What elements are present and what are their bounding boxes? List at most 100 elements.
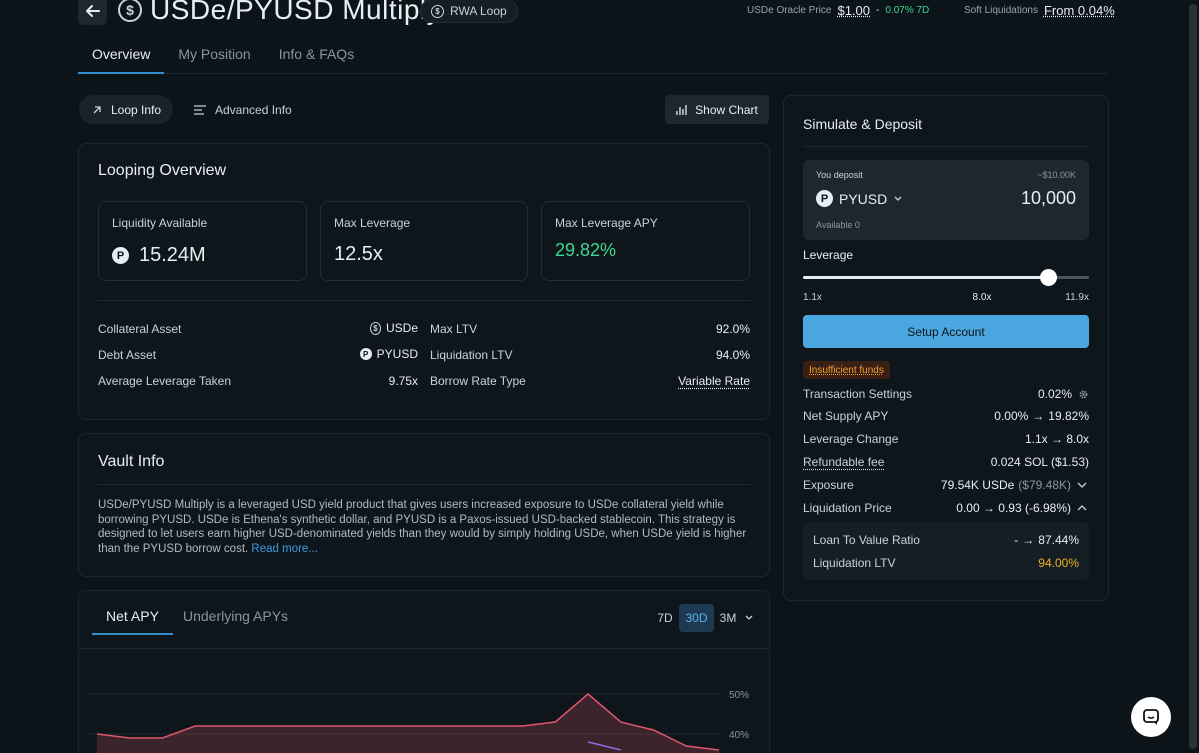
arrow-left-icon [85, 3, 101, 19]
show-chart-button[interactable]: Show Chart [665, 95, 769, 124]
usde-icon: $ [370, 322, 381, 335]
liquidation-ltv-label: Liquidation LTV [430, 348, 513, 362]
usde-logo-icon: $ [118, 0, 142, 22]
liquidation-ltv-value: 94.0% [680, 348, 750, 362]
ltv-details-panel [803, 522, 1089, 580]
loan-to-value-value: - → 87.44% [980, 533, 1079, 547]
oracle-sep: - [876, 5, 879, 16]
divider [98, 300, 750, 301]
main-tabs: Overview My Position Info & FAQs [78, 36, 1107, 74]
range-3m[interactable]: 3M [714, 604, 742, 632]
show-chart-label: Show Chart [695, 103, 758, 117]
divider [98, 484, 750, 485]
usd-icon: $ [431, 5, 444, 18]
tab-net-apy[interactable]: Net APY [92, 598, 173, 635]
chevron-down-icon [1075, 480, 1089, 490]
pyusd-icon: P [360, 348, 372, 360]
y-tick-label: 50% [729, 690, 749, 701]
simulate-title: Simulate & Deposit [803, 116, 922, 132]
chevron-down-icon [893, 195, 903, 203]
page-title: USDe/PYUSD Multiply [150, 0, 441, 26]
chart-icon [676, 104, 688, 116]
advanced-info-label: Advanced Info [215, 103, 292, 117]
arrow-up-right-icon [91, 104, 103, 116]
borrow-rate-type-label: Borrow Rate Type [430, 374, 526, 388]
you-deposit-label: You deposit [816, 170, 863, 180]
collateral-asset-value: $ USDe [370, 321, 418, 335]
scrollbar-thumb[interactable] [1189, 4, 1197, 749]
tab-underlying-apys[interactable]: Underlying APYs [169, 598, 302, 635]
stat-label: Max Leverage APY [555, 216, 658, 230]
loop-info-label: Loop Info [111, 103, 161, 117]
token-label: PYUSD [839, 191, 887, 207]
loop-info-button[interactable]: Loop Info [79, 95, 173, 124]
oracle-change: 0.07% 7D [885, 5, 929, 16]
soft-liq-value[interactable]: From 0.04% [1044, 3, 1115, 18]
borrow-rate-type-value[interactable]: Variable Rate [660, 374, 750, 388]
oracle-label: USDe Oracle Price [747, 5, 831, 16]
rwa-loop-badge: $ RWA Loop [420, 0, 518, 23]
chevron-up-icon [1075, 503, 1089, 513]
soft-liq-label: Soft Liquidations [964, 5, 1038, 16]
setup-account-button[interactable]: Setup Account [803, 315, 1089, 348]
debt-asset-value: P PYUSD [355, 347, 418, 361]
leverage-label: Leverage [803, 248, 853, 262]
soft-liquidations: Soft Liquidations From 0.04% [964, 3, 1115, 18]
looping-overview-title: Looping Overview [98, 162, 226, 180]
vault-info-title: Vault Info [98, 453, 164, 471]
advanced-info-button[interactable]: Advanced Info [181, 95, 304, 124]
stat-value: 12.5x [334, 243, 383, 266]
stat-value: 15.24M [139, 244, 206, 267]
net-supply-apy-label: Net Supply APY [803, 409, 888, 423]
tx-settings-label: Transaction Settings [803, 387, 912, 401]
liquidation-price-label: Liquidation Price [803, 501, 892, 515]
leverage-change-value: 1.1x → 8.0x [980, 432, 1089, 446]
deposit-usd-value: ~$10.00K [1000, 170, 1076, 180]
range-30d[interactable]: 30D [679, 604, 714, 632]
stat-value: 29.82% [555, 240, 616, 261]
loan-to-value-label: Loan To Value Ratio [813, 533, 920, 547]
rwa-loop-label: RWA Loop [450, 4, 507, 18]
refundable-fee-value: 0.024 SOL ($1.53) [960, 455, 1089, 469]
exposure-label: Exposure [803, 478, 854, 492]
tx-settings-value[interactable]: 0.02% [1000, 387, 1089, 401]
leverage-min: 1.1x [803, 292, 822, 303]
stat-label: Max Leverage [334, 216, 410, 230]
debt-asset-label: Debt Asset [98, 348, 156, 362]
oracle-price: USDe Oracle Price $1.00 - 0.07% 7D [747, 3, 929, 18]
back-button[interactable] [78, 0, 107, 25]
leverage-change-label: Leverage Change [803, 432, 898, 446]
chat-button[interactable] [1131, 697, 1171, 737]
insufficient-funds-badge: Insufficient funds [803, 361, 890, 379]
y-tick-label: 40% [729, 730, 749, 741]
range-7d[interactable]: 7D [651, 604, 679, 632]
refundable-fee-label[interactable]: Refundable fee [803, 455, 884, 469]
chevron-down-icon[interactable] [744, 614, 754, 622]
gear-icon [1078, 389, 1089, 400]
read-more-link[interactable]: Read more... [251, 543, 317, 555]
exposure-value[interactable]: 79.54K USDe ($79.48K) [920, 478, 1089, 492]
leverage-slider-thumb[interactable] [1040, 269, 1057, 286]
leverage-current: 8.0x [962, 292, 1002, 303]
tab-my-position[interactable]: My Position [164, 36, 264, 74]
leverage-slider-fill [803, 276, 1048, 279]
stat-max-leverage [320, 201, 528, 281]
max-ltv-value: 92.0% [680, 322, 750, 336]
divider [79, 648, 769, 649]
pyusd-icon: P [112, 247, 129, 264]
net-apy-chart: 50% 40% [79, 680, 769, 753]
liquidation-price-value[interactable]: 0.00 → 0.93 (-6.98%) [920, 501, 1089, 515]
tab-info-faqs[interactable]: Info & FAQs [265, 36, 368, 74]
pyusd-icon: P [816, 190, 833, 207]
leverage-max: 11.9x [1049, 292, 1089, 303]
deposit-amount-input[interactable]: 10,000 [960, 188, 1076, 209]
liquidation-ltv-label: Liquidation LTV [813, 556, 896, 570]
oracle-price-value[interactable]: $1.00 [837, 3, 870, 18]
max-ltv-label: Max LTV [430, 322, 477, 336]
stat-liquidity-available [98, 201, 307, 281]
tab-overview[interactable]: Overview [78, 36, 164, 74]
list-icon [193, 104, 207, 116]
token-selector[interactable]: P PYUSD [816, 190, 903, 207]
setup-account-label: Setup Account [907, 325, 984, 339]
net-supply-apy-value: 0.00% → 19.82% [960, 409, 1089, 423]
